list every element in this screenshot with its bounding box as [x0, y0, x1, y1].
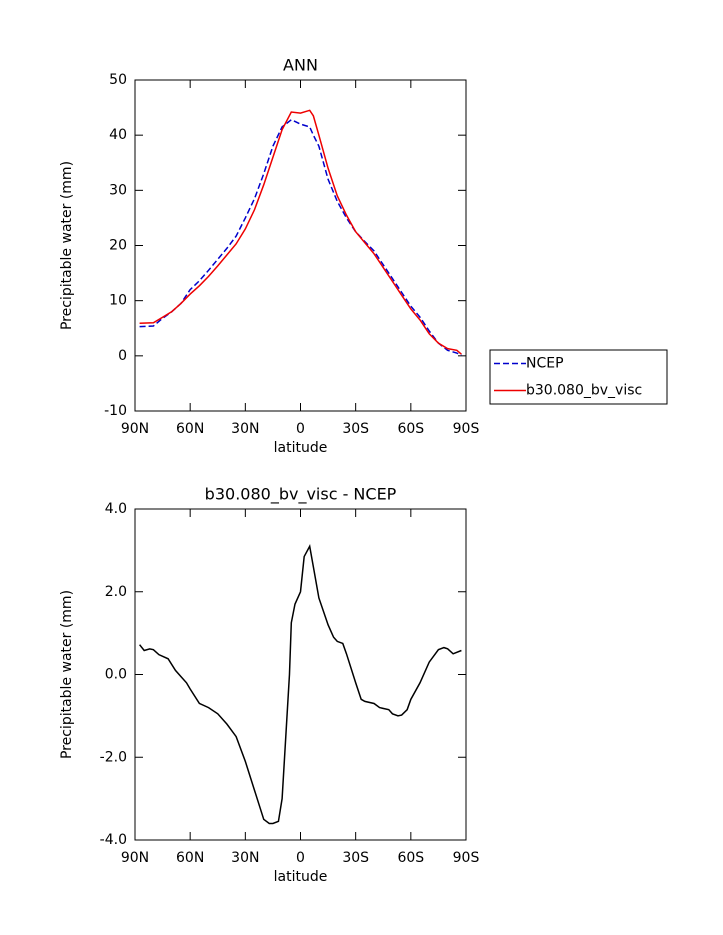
- legend-box: [489, 349, 668, 405]
- y-tick-label: 20: [109, 238, 127, 254]
- legend-label: NCEP: [526, 356, 564, 372]
- x-tick-label: 60N: [176, 421, 204, 437]
- y-tick-label: -10: [104, 403, 127, 419]
- y-tick-label: -2.0: [100, 749, 127, 765]
- x-tick-label: 30N: [231, 850, 259, 866]
- y-tick-label: 50: [109, 72, 127, 88]
- x-tick-label: 30N: [231, 421, 259, 437]
- y-tick-label: 2.0: [105, 584, 127, 600]
- x-tick-label: 90N: [121, 850, 149, 866]
- x-tick-label: 0: [296, 850, 305, 866]
- y-tick-label: 10: [109, 293, 127, 309]
- x-tick-label: 90S: [453, 850, 480, 866]
- x-tick-label: 30S: [342, 421, 369, 437]
- x-tick-label: 90S: [453, 421, 480, 437]
- x-tick-label: 60S: [397, 850, 424, 866]
- chart-title: ANN: [283, 56, 318, 75]
- chart-title: b30.080_bv_visc - NCEP: [205, 485, 397, 505]
- data-line: [139, 543, 462, 825]
- y-axis-label: Precipitable water (mm): [59, 590, 75, 759]
- y-tick-label: 40: [109, 127, 127, 143]
- plot-frame: [134, 508, 467, 841]
- y-tick-label: 30: [109, 182, 127, 198]
- y-tick-label: -4.0: [100, 832, 127, 848]
- data-line: [139, 118, 462, 356]
- y-axis-label: Precipitable water (mm): [59, 161, 75, 330]
- plot-frame: [134, 79, 467, 412]
- y-tick-label: 4.0: [105, 501, 127, 517]
- y-tick-label: 0.0: [105, 667, 127, 683]
- data-line: [139, 109, 462, 355]
- x-axis-label: latitude: [274, 869, 328, 885]
- x-tick-label: 60N: [176, 850, 204, 866]
- x-tick-label: 0: [296, 421, 305, 437]
- x-axis-label: latitude: [274, 440, 328, 456]
- x-tick-label: 30S: [342, 850, 369, 866]
- x-tick-label: 90N: [121, 421, 149, 437]
- x-tick-label: 60S: [397, 421, 424, 437]
- legend-label: b30.080_bv_visc: [526, 383, 642, 399]
- y-tick-label: 0: [118, 348, 127, 364]
